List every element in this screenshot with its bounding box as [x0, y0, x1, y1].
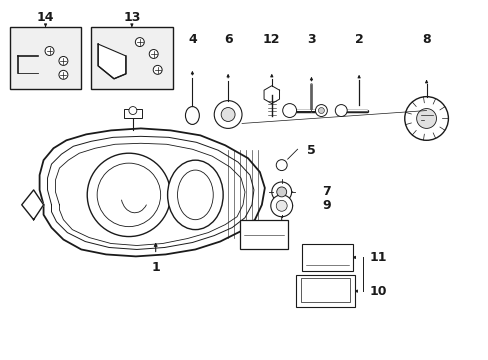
Polygon shape [21, 190, 43, 220]
Circle shape [416, 109, 436, 129]
Circle shape [318, 108, 324, 113]
Ellipse shape [87, 153, 170, 237]
Text: 1: 1 [151, 261, 160, 274]
Polygon shape [98, 44, 126, 79]
Circle shape [129, 107, 137, 114]
Text: 3: 3 [306, 33, 315, 46]
Text: 9: 9 [322, 199, 330, 212]
Circle shape [214, 100, 242, 129]
Text: 11: 11 [368, 251, 386, 264]
Text: 6: 6 [224, 33, 232, 46]
Circle shape [221, 108, 235, 121]
Circle shape [335, 105, 346, 117]
FancyBboxPatch shape [295, 275, 354, 307]
Text: 12: 12 [263, 33, 280, 46]
Circle shape [276, 187, 286, 197]
Text: 13: 13 [123, 11, 140, 24]
Ellipse shape [167, 160, 223, 230]
Circle shape [59, 70, 68, 79]
FancyBboxPatch shape [301, 243, 352, 271]
Circle shape [45, 46, 54, 55]
Ellipse shape [185, 107, 199, 125]
FancyBboxPatch shape [240, 220, 287, 249]
Circle shape [315, 105, 326, 117]
Circle shape [59, 57, 68, 66]
Text: 8: 8 [422, 33, 430, 46]
Text: 2: 2 [354, 33, 363, 46]
Text: 4: 4 [188, 33, 196, 46]
Circle shape [270, 195, 292, 217]
Circle shape [149, 50, 158, 58]
Circle shape [271, 182, 291, 202]
FancyBboxPatch shape [123, 109, 142, 118]
Text: 10: 10 [368, 285, 386, 298]
FancyBboxPatch shape [91, 27, 172, 89]
Circle shape [135, 37, 144, 46]
Polygon shape [40, 129, 264, 256]
Circle shape [153, 66, 162, 74]
Text: 5: 5 [306, 144, 315, 157]
Text: 14: 14 [37, 11, 54, 24]
Polygon shape [264, 86, 279, 104]
FancyBboxPatch shape [10, 27, 81, 89]
Circle shape [276, 201, 286, 211]
Circle shape [404, 96, 447, 140]
Circle shape [282, 104, 296, 117]
Text: 7: 7 [321, 185, 330, 198]
Circle shape [276, 159, 286, 171]
